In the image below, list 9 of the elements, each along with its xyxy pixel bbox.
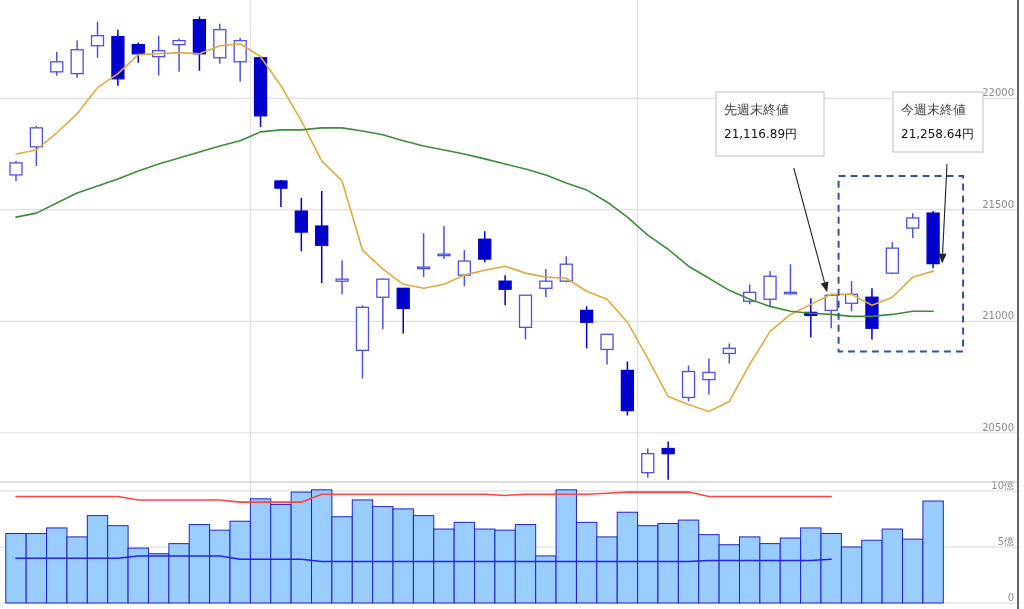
y-tick-label: 22000	[982, 87, 1014, 99]
annotation: 今週末終値 21,258.64円	[901, 102, 975, 141]
y-tick-label: 20500	[982, 421, 1014, 433]
y-tick-label: 5億	[997, 535, 1014, 547]
y-tick-label: 21500	[982, 198, 1014, 210]
y-tick-label: 10億	[991, 479, 1014, 491]
y-tick-label: 0	[1007, 592, 1014, 603]
y-tick-label: 21000	[982, 310, 1014, 322]
annotation: 先週末終値 21,116.89円	[724, 102, 798, 141]
